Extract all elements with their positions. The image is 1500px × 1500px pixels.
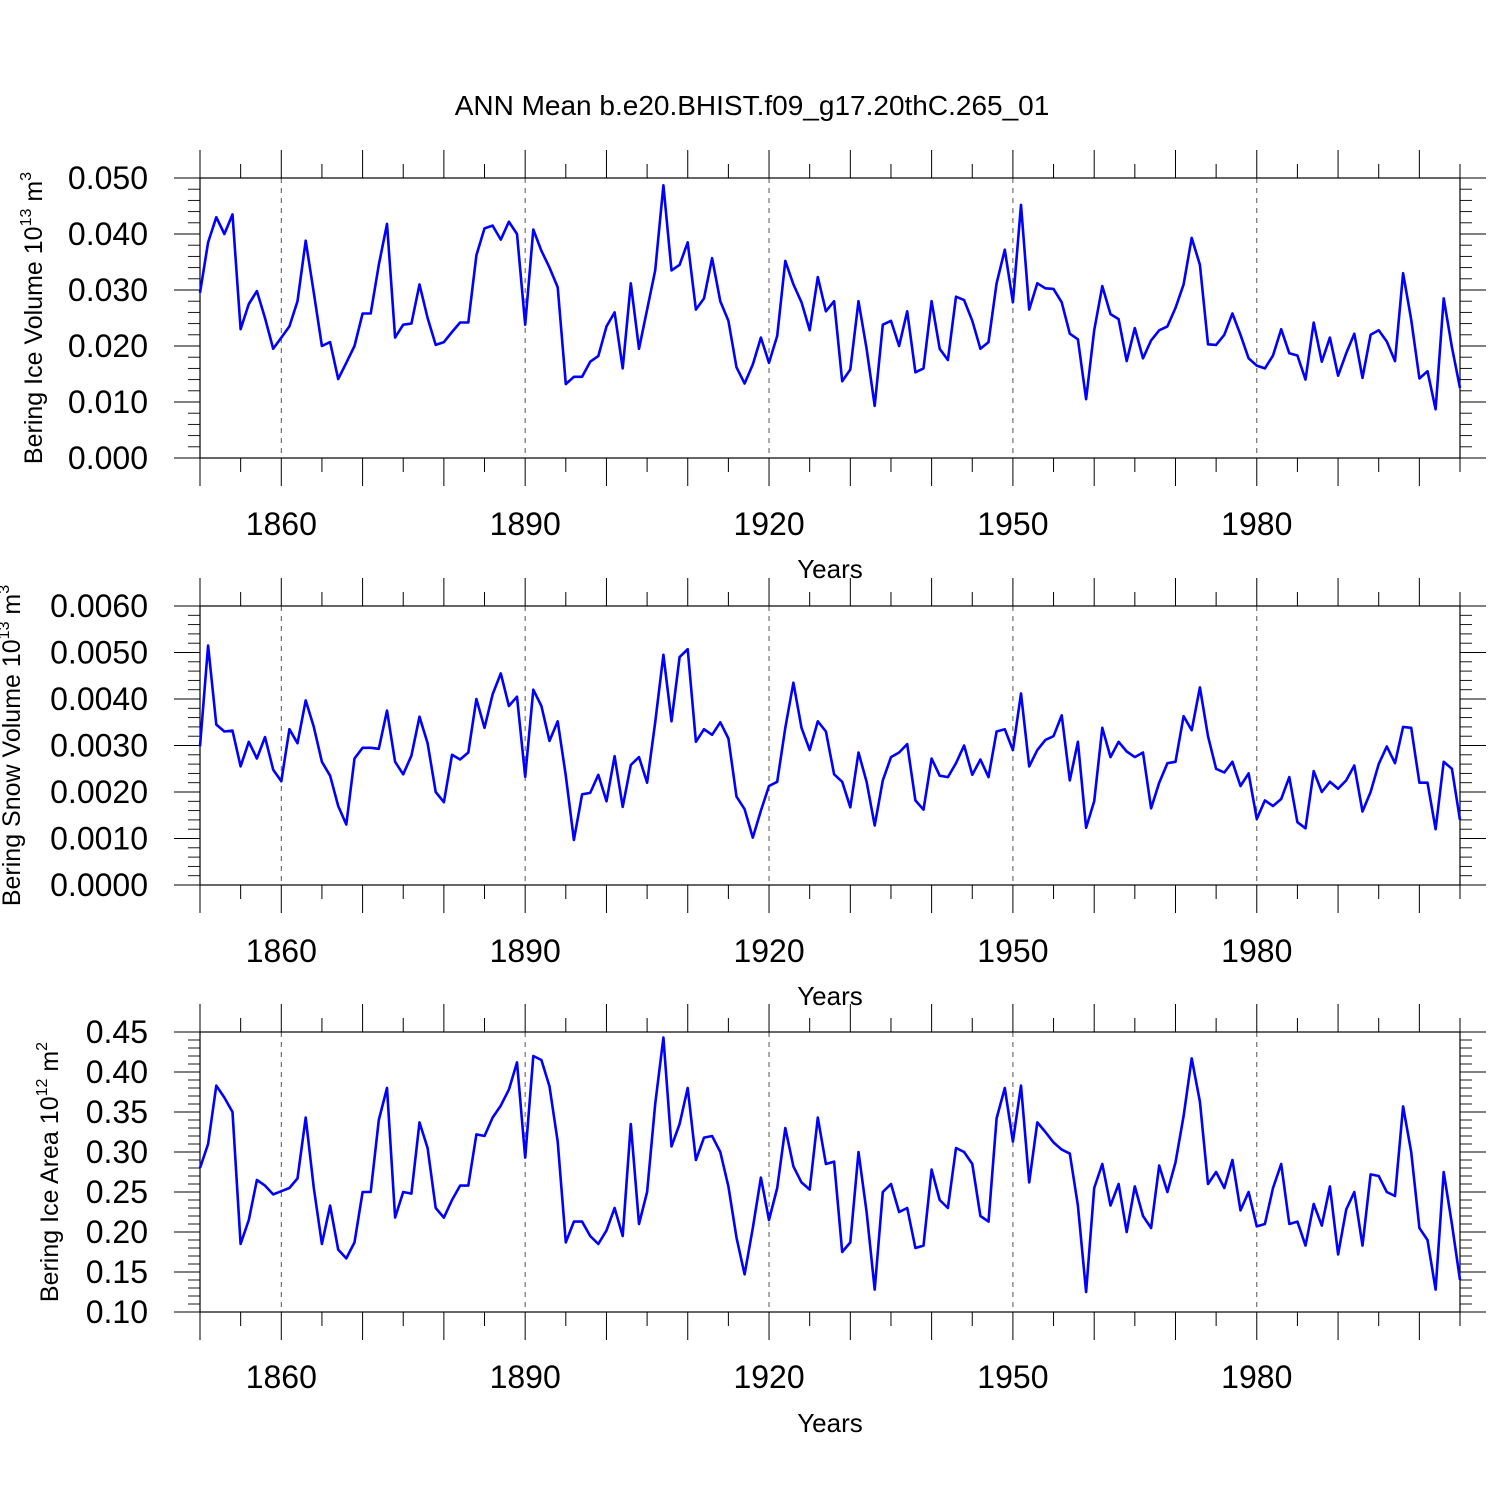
y-tick-label: 0.10	[86, 1294, 148, 1330]
x-tick-label: 1920	[733, 1359, 804, 1395]
y-tick-label: 0.35	[86, 1094, 148, 1130]
y-axis-title: Bering Ice Area 1012 m2	[34, 1042, 64, 1302]
x-tick-label: 1890	[490, 506, 561, 542]
y-tick-label: 0.25	[86, 1174, 148, 1210]
x-tick-label: 1860	[246, 933, 317, 969]
plot-frame	[199, 605, 1461, 886]
series-line	[198, 184, 1462, 411]
y-tick-label: 0.030	[68, 272, 148, 308]
y-tick-label: 0.0020	[50, 774, 148, 810]
y-tick-label: 0.15	[86, 1254, 148, 1290]
x-tick-label: 1860	[246, 506, 317, 542]
y-axis-title: Bering Snow Volume 1013 m3	[0, 585, 26, 906]
x-tick-label: 1890	[490, 933, 561, 969]
x-tick-label: 1890	[490, 1359, 561, 1395]
y-tick-label: 0.0010	[50, 821, 148, 857]
y-tick-label: 0.0060	[50, 588, 148, 624]
plot-frame	[199, 177, 1461, 459]
y-tick-label: 0.0050	[50, 635, 148, 671]
y-tick-label: 0.020	[68, 328, 148, 364]
y-axis-title: Bering Ice Volume 1013 m3	[18, 172, 48, 464]
chart-panels: 1860 1890 1920 1950 1980 Years 0.000 0.010 0.020…	[0, 150, 1486, 1438]
x-axis-title: Years	[797, 554, 863, 584]
y-tick-label: 0.000	[68, 440, 148, 476]
y-tick-label: 0.040	[68, 216, 148, 252]
x-tick-label: 1950	[977, 1359, 1048, 1395]
y-tick-label: 0.0000	[50, 867, 148, 903]
y-tick-label: 0.20	[86, 1214, 148, 1250]
y-tick-label: 0.0040	[50, 681, 148, 717]
y-tick-label: 0.30	[86, 1134, 148, 1170]
y-tick-label: 0.010	[68, 384, 148, 420]
x-axis-title: Years	[797, 981, 863, 1011]
panel-2: 1860 1890 1920 1950 1980 Years 0.0000 0.0010 0.0…	[0, 578, 1486, 1011]
y-tick-label: 0.050	[68, 160, 148, 196]
chart-title: ANN Mean b.e20.BHIST.f09_g17.20thC.265_0…	[455, 90, 1050, 121]
panel-1: 1860 1890 1920 1950 1980 Years 0.000 0.010 0.020…	[18, 150, 1486, 584]
x-tick-label: 1950	[977, 933, 1048, 969]
x-tick-label: 1980	[1221, 933, 1292, 969]
x-axis-title: Years	[797, 1408, 863, 1438]
x-tick-label: 1950	[977, 506, 1048, 542]
x-tick-label: 1920	[733, 933, 804, 969]
y-tick-label: 0.45	[86, 1014, 148, 1050]
series-line	[198, 644, 1462, 842]
x-tick-label: 1980	[1221, 506, 1292, 542]
y-tick-label: 0.0030	[50, 728, 148, 764]
x-tick-label: 1980	[1221, 1359, 1292, 1395]
series-line	[198, 1036, 1462, 1294]
panel-3: 1860 1890 1920 1950 1980 Years 0.10 0.15 0.20 0.2…	[34, 1004, 1486, 1438]
x-tick-label: 1920	[733, 506, 804, 542]
y-tick-label: 0.40	[86, 1054, 148, 1090]
plot-frame	[199, 1031, 1461, 1313]
x-tick-label: 1860	[246, 1359, 317, 1395]
